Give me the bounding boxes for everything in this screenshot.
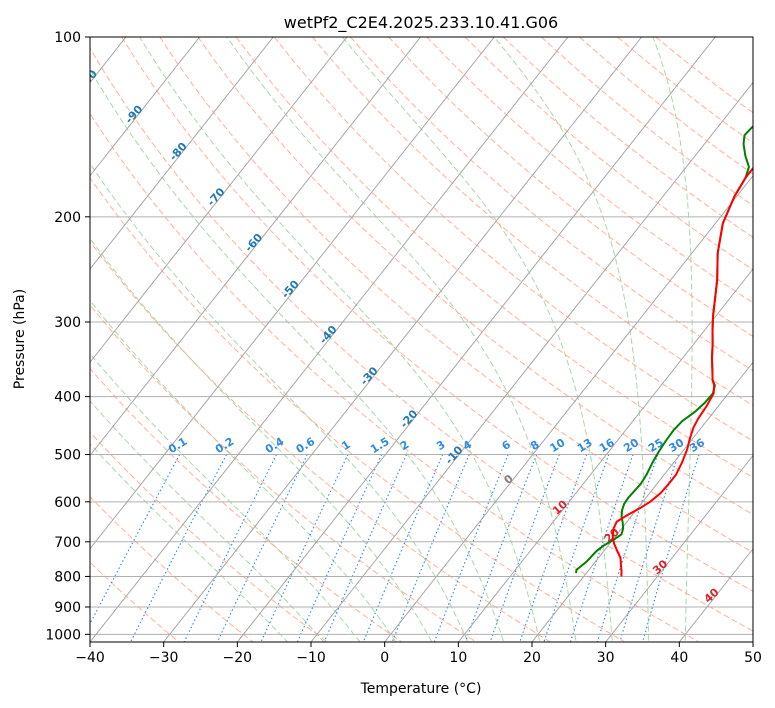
isotherm-line bbox=[90, 37, 569, 642]
moist-adiabat-line bbox=[90, 400, 325, 642]
mixing-ratio-line bbox=[216, 454, 308, 642]
chart-title: wetPf2_C2E4.2025.233.10.41.G06 bbox=[284, 13, 558, 33]
moist-adiabat-line bbox=[90, 442, 289, 642]
dry-adiabat-line bbox=[90, 304, 477, 642]
y-tick-label: 500 bbox=[54, 448, 81, 464]
moist-adiabat-line bbox=[90, 353, 361, 642]
moist-adiabat-line bbox=[139, 37, 541, 642]
isotherm-line bbox=[457, 268, 753, 642]
mixing-ratio-line bbox=[433, 454, 509, 642]
isotherm-line bbox=[90, 37, 274, 270]
isotherm-line bbox=[605, 454, 753, 642]
x-tick-label: −10 bbox=[296, 650, 326, 666]
x-tick-label: 30 bbox=[597, 650, 615, 666]
y-tick-label: 800 bbox=[54, 569, 81, 585]
mixing-ratio-line bbox=[362, 454, 444, 642]
x-tick-label: 40 bbox=[670, 650, 688, 666]
x-axis-ticks: −40 −30 −20 −10 0 10 20 30 40 50 bbox=[75, 642, 762, 666]
x-tick-label: 50 bbox=[744, 650, 762, 666]
mixing-ratio-line bbox=[129, 454, 227, 642]
x-tick-label: −30 bbox=[149, 650, 179, 666]
mixing-ratio-line bbox=[391, 454, 470, 642]
mixing-ratio-line bbox=[183, 454, 277, 642]
dry-adiabat-line bbox=[121, 37, 753, 592]
x-tick-label: 0 bbox=[380, 650, 389, 666]
moist-adiabat-line bbox=[226, 37, 577, 642]
isotherm-line bbox=[163, 37, 643, 642]
isotherm-line bbox=[384, 174, 753, 642]
isotherm-line bbox=[236, 37, 716, 642]
x-tick-label: 10 bbox=[449, 650, 467, 666]
isotherm-line bbox=[90, 37, 201, 177]
dry-adiabat-line bbox=[350, 37, 753, 372]
y-axis-ticks: 100 200 300 400 500 600 700 800 900 1000 bbox=[45, 30, 90, 643]
y-tick-label: 700 bbox=[54, 535, 81, 551]
isotherm-line bbox=[90, 37, 495, 550]
dry-adiabat-line bbox=[197, 37, 753, 516]
moist-adiabat-line bbox=[342, 37, 613, 642]
mixing-ratio-line bbox=[296, 454, 383, 642]
mixing-ratio-line bbox=[642, 454, 700, 642]
moist-adiabat-line bbox=[90, 299, 397, 642]
mixing-ratio-line bbox=[569, 454, 634, 642]
sounding-profiles bbox=[575, 124, 753, 577]
y-tick-label: 900 bbox=[54, 600, 81, 616]
dry-adiabat-line bbox=[388, 37, 753, 337]
y-tick-label: 400 bbox=[54, 390, 81, 406]
y-tick-label: 300 bbox=[54, 315, 81, 331]
mixing-ratio-line bbox=[323, 454, 407, 642]
isotherm-line bbox=[531, 361, 753, 642]
isotherms bbox=[90, 37, 753, 642]
plot-frame bbox=[89, 36, 754, 643]
y-tick-label: 1000 bbox=[45, 627, 81, 643]
y-tick-label: 100 bbox=[54, 30, 81, 46]
y-tick-label: 600 bbox=[54, 495, 81, 511]
moist-adiabat-line bbox=[652, 37, 693, 642]
dry-adiabat-line bbox=[159, 37, 753, 553]
x-tick-label: −20 bbox=[223, 650, 253, 666]
mixing-ratio-line bbox=[619, 454, 679, 642]
dry-adiabat-line bbox=[235, 37, 753, 478]
dry-adiabat-line bbox=[90, 176, 626, 642]
moist-adiabat-line bbox=[90, 68, 505, 642]
isotherm-line bbox=[90, 37, 348, 364]
dry-adiabat-line bbox=[426, 37, 753, 304]
mixing-ratio-line bbox=[596, 454, 659, 642]
isotherm-line bbox=[310, 81, 753, 642]
mixing-ratio-lines bbox=[90, 454, 700, 642]
temperature-profile-line bbox=[611, 166, 753, 577]
x-axis-label: Temperature (°C) bbox=[360, 681, 482, 697]
y-tick-label: 200 bbox=[54, 210, 81, 226]
mixing-ratio-line bbox=[543, 454, 610, 642]
x-tick-label: −40 bbox=[75, 650, 105, 666]
dry-adiabat-line bbox=[312, 37, 753, 407]
y-axis-label: Pressure (hPa) bbox=[12, 289, 28, 389]
mixing-ratio-line bbox=[260, 454, 349, 642]
x-tick-label: 20 bbox=[523, 650, 541, 666]
dry-adiabat-line bbox=[273, 37, 753, 442]
isotherm-line bbox=[90, 37, 422, 457]
